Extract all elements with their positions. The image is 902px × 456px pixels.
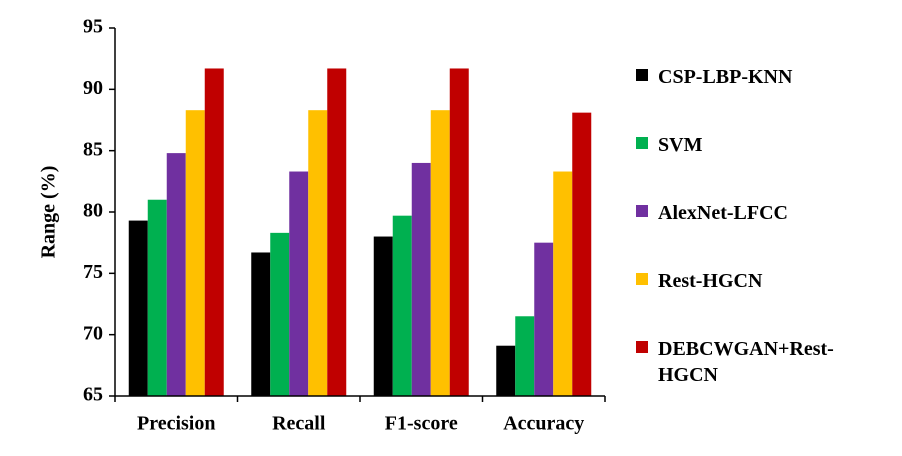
legend-swatch (636, 205, 648, 217)
legend-item: DEBCWGAN+Rest-HGCN (636, 336, 886, 388)
y-tick-label: 65 (83, 384, 103, 406)
y-tick-label: 85 (83, 138, 103, 160)
legend-swatch (636, 137, 648, 149)
y-tick-label: 95 (83, 16, 103, 38)
legend-item: AlexNet-LFCC (636, 200, 886, 226)
x-tick-label: Precision (137, 413, 216, 435)
chart: Range (%) 65 70 75 80 85 90 95 Precision Recall F… (38, 16, 606, 435)
legend-label: AlexNet-LFCC (658, 202, 788, 224)
y-tick-label: 80 (83, 200, 103, 222)
x-tick-label: Accuracy (503, 413, 584, 435)
bar (411, 162, 431, 396)
bar (128, 220, 148, 396)
legend-swatch (636, 341, 648, 353)
bar (185, 110, 205, 396)
bar (327, 68, 347, 396)
legend-item: Rest-HGCN (636, 268, 886, 294)
bar (270, 232, 290, 396)
bar (430, 110, 450, 396)
bar (496, 345, 516, 396)
y-tick-label: 75 (83, 261, 103, 283)
legend-item: SVM (636, 132, 886, 158)
bar (204, 68, 224, 396)
y-axis-title: Range (%) (38, 166, 60, 259)
legend-label: DEBCWGAN+Rest-HGCN (658, 338, 834, 386)
bar (308, 110, 328, 396)
bar (392, 215, 412, 396)
legend-swatch (636, 273, 648, 285)
legend-swatch (636, 69, 648, 81)
bar (572, 112, 592, 396)
legend-label: Rest-HGCN (658, 270, 763, 292)
x-tick-label: F1-score (385, 413, 458, 435)
bar (251, 252, 271, 396)
bar (289, 171, 309, 396)
bar (373, 236, 393, 396)
legend-label: CSP-LBP-KNN (658, 66, 793, 88)
bar (449, 68, 469, 396)
bar (515, 316, 535, 396)
bar (166, 153, 186, 396)
y-tick-label: 90 (83, 77, 103, 99)
x-tick-label: Recall (272, 413, 326, 435)
bar (147, 199, 167, 396)
legend-item: CSP-LBP-KNN (636, 64, 886, 90)
y-tick-label: 70 (83, 322, 103, 344)
legend-label: SVM (658, 134, 703, 156)
bar (534, 242, 554, 396)
bar (553, 171, 573, 396)
